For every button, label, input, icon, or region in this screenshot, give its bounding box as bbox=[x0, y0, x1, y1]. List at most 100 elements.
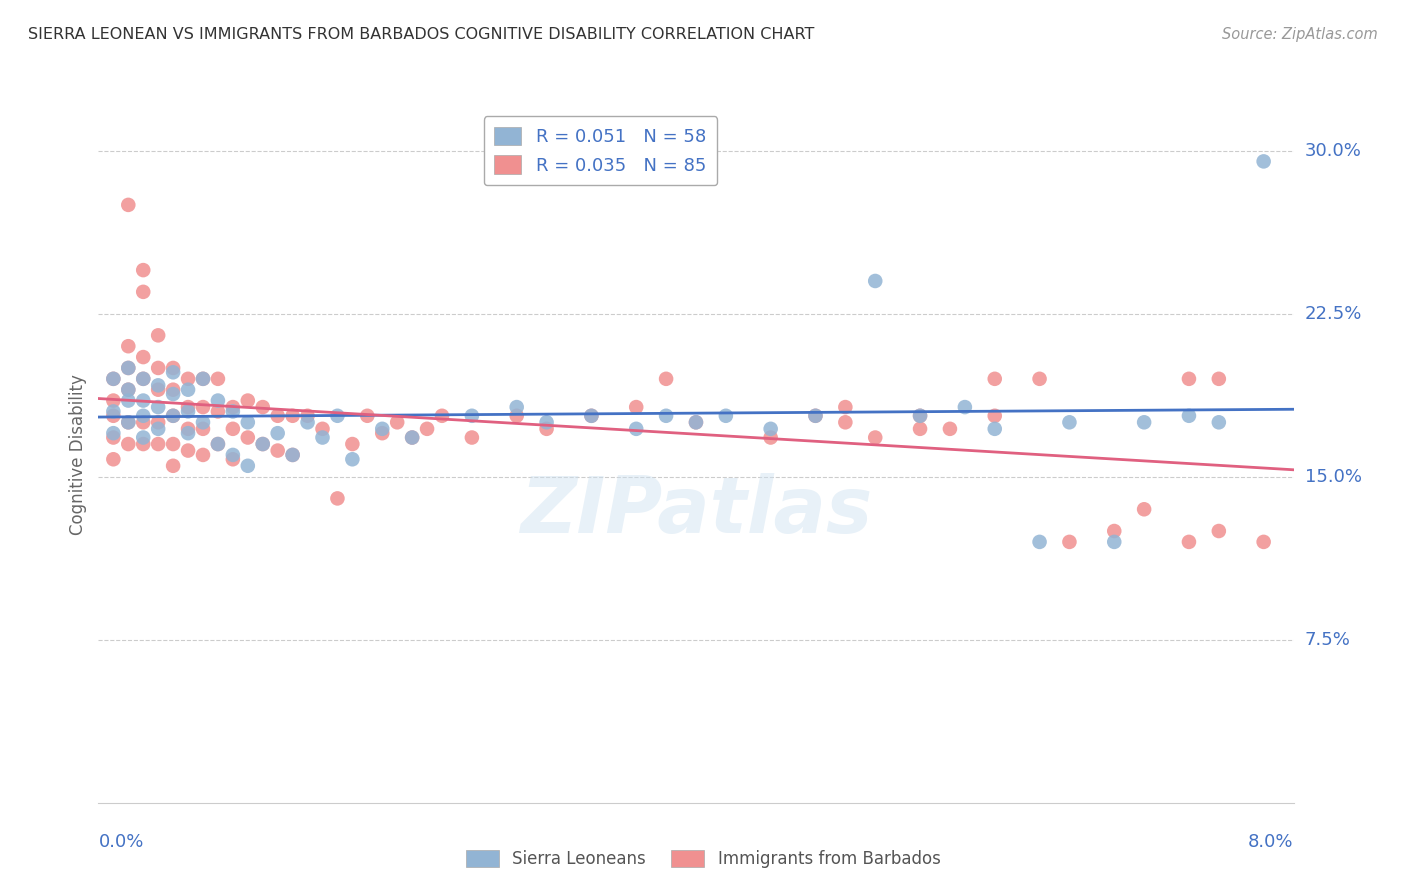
Text: 0.0%: 0.0% bbox=[98, 833, 143, 851]
Point bbox=[1059, 535, 1081, 549]
Point bbox=[506, 400, 529, 414]
Point bbox=[191, 448, 214, 462]
Point bbox=[207, 437, 229, 451]
Point bbox=[148, 383, 170, 397]
Point bbox=[342, 452, 364, 467]
Point bbox=[461, 409, 484, 423]
Point bbox=[177, 400, 200, 414]
Point bbox=[939, 422, 962, 436]
Point bbox=[297, 415, 319, 429]
Point bbox=[1253, 154, 1275, 169]
Point bbox=[236, 458, 259, 473]
Legend: R = 0.051   N = 58, R = 0.035   N = 85: R = 0.051 N = 58, R = 0.035 N = 85 bbox=[484, 116, 717, 186]
Point bbox=[117, 437, 139, 451]
Point bbox=[1133, 502, 1156, 516]
Point bbox=[132, 393, 155, 408]
Point bbox=[1253, 535, 1275, 549]
Point bbox=[222, 452, 245, 467]
Point bbox=[252, 437, 274, 451]
Point bbox=[132, 372, 155, 386]
Point bbox=[103, 409, 125, 423]
Point bbox=[222, 400, 245, 414]
Point bbox=[297, 409, 319, 423]
Point bbox=[804, 409, 827, 423]
Point bbox=[191, 422, 214, 436]
Point bbox=[177, 404, 200, 418]
Point bbox=[191, 372, 214, 386]
Point bbox=[401, 431, 423, 445]
Point bbox=[953, 400, 976, 414]
Point bbox=[162, 458, 184, 473]
Point bbox=[908, 409, 931, 423]
Point bbox=[267, 443, 290, 458]
Point bbox=[430, 409, 453, 423]
Point bbox=[117, 198, 139, 212]
Point bbox=[1178, 409, 1201, 423]
Point bbox=[371, 422, 394, 436]
Point bbox=[162, 383, 184, 397]
Point bbox=[1059, 415, 1081, 429]
Point bbox=[207, 393, 229, 408]
Point bbox=[103, 426, 125, 441]
Point bbox=[624, 422, 647, 436]
Point bbox=[222, 422, 245, 436]
Legend: Sierra Leoneans, Immigrants from Barbados: Sierra Leoneans, Immigrants from Barbado… bbox=[458, 843, 948, 875]
Point bbox=[132, 263, 155, 277]
Point bbox=[132, 350, 155, 364]
Point bbox=[1208, 415, 1230, 429]
Point bbox=[1178, 535, 1201, 549]
Point bbox=[385, 415, 409, 429]
Point bbox=[983, 372, 1005, 386]
Point bbox=[267, 426, 290, 441]
Point bbox=[162, 365, 184, 379]
Point bbox=[1102, 524, 1125, 538]
Point bbox=[834, 415, 856, 429]
Point bbox=[148, 328, 170, 343]
Point bbox=[834, 400, 856, 414]
Point bbox=[342, 437, 364, 451]
Point bbox=[1028, 372, 1050, 386]
Text: 30.0%: 30.0% bbox=[1305, 142, 1361, 160]
Point bbox=[148, 437, 170, 451]
Point bbox=[236, 393, 259, 408]
Point bbox=[804, 409, 827, 423]
Point bbox=[103, 404, 125, 418]
Point bbox=[252, 437, 274, 451]
Point bbox=[908, 422, 931, 436]
Text: 7.5%: 7.5% bbox=[1305, 631, 1351, 648]
Point bbox=[117, 415, 139, 429]
Point bbox=[983, 422, 1005, 436]
Point bbox=[177, 383, 200, 397]
Point bbox=[191, 372, 214, 386]
Point bbox=[191, 415, 214, 429]
Point bbox=[759, 431, 782, 445]
Point bbox=[207, 372, 229, 386]
Point bbox=[655, 409, 678, 423]
Point bbox=[132, 437, 155, 451]
Point bbox=[148, 378, 170, 392]
Text: 15.0%: 15.0% bbox=[1305, 467, 1361, 485]
Point bbox=[281, 448, 304, 462]
Point bbox=[461, 431, 484, 445]
Point bbox=[685, 415, 707, 429]
Point bbox=[103, 372, 125, 386]
Point bbox=[132, 409, 155, 423]
Point bbox=[148, 400, 170, 414]
Point bbox=[148, 360, 170, 375]
Point bbox=[117, 383, 139, 397]
Point bbox=[356, 409, 378, 423]
Point bbox=[103, 393, 125, 408]
Point bbox=[281, 448, 304, 462]
Point bbox=[267, 409, 290, 423]
Point bbox=[103, 452, 125, 467]
Point bbox=[162, 409, 184, 423]
Point bbox=[103, 431, 125, 445]
Point bbox=[148, 422, 170, 436]
Point bbox=[759, 422, 782, 436]
Point bbox=[863, 431, 886, 445]
Point bbox=[326, 491, 349, 506]
Point bbox=[416, 422, 439, 436]
Point bbox=[117, 393, 139, 408]
Point bbox=[132, 372, 155, 386]
Point bbox=[117, 360, 139, 375]
